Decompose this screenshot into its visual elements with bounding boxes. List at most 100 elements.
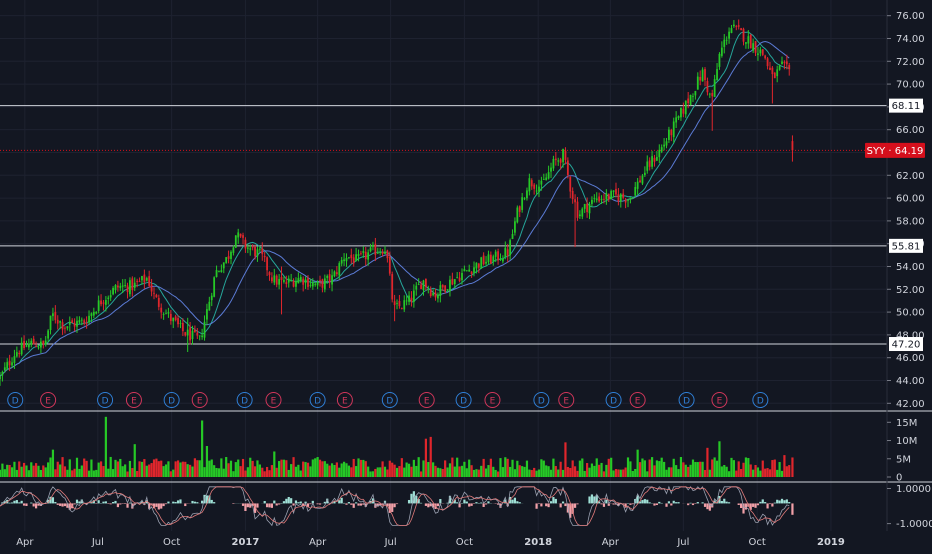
candle-body — [634, 187, 636, 196]
candle-body — [285, 282, 287, 284]
candle-body — [153, 293, 155, 294]
oscillator-histogram-bar — [163, 503, 165, 506]
oscillator-histogram-bar — [124, 503, 126, 504]
candle-body — [709, 94, 711, 95]
candle-body — [16, 352, 18, 356]
candle-body — [420, 284, 422, 289]
candle-body — [40, 342, 42, 348]
volume-bar — [685, 465, 687, 477]
volume-bar — [353, 459, 355, 477]
volume-bar — [374, 469, 376, 477]
volume-bar — [502, 467, 504, 477]
event-marker-label: D — [538, 397, 545, 407]
oscillator-histogram-bar — [278, 503, 280, 504]
candle-body — [596, 199, 598, 201]
oscillator-histogram-bar — [30, 503, 32, 504]
candle-body — [319, 280, 321, 281]
volume-bar — [432, 462, 434, 477]
oscillator-histogram-bar — [283, 501, 285, 503]
oscillator-histogram-bar — [11, 502, 13, 503]
oscillator-histogram-bar — [437, 503, 439, 506]
oscillator-histogram-bar — [673, 501, 675, 504]
volume-bar — [612, 470, 614, 477]
oscillator-histogram-bar — [126, 503, 128, 507]
candle-body — [38, 347, 40, 348]
volume-bar — [148, 464, 150, 477]
oscillator-histogram-bar — [297, 502, 299, 503]
volume-bar — [254, 466, 256, 477]
candle-body — [707, 81, 709, 92]
oscillator-histogram-bar — [338, 500, 340, 503]
oscillator-histogram-bar — [781, 499, 783, 504]
candle-body — [577, 202, 579, 218]
volume-bar — [266, 467, 268, 477]
candle-body — [784, 62, 786, 63]
candle-body — [630, 197, 632, 199]
candle-body — [661, 147, 663, 152]
volume-bar — [791, 457, 793, 477]
volume-bar — [153, 459, 155, 477]
volume-bar — [668, 467, 670, 477]
event-marker-label: D — [314, 397, 321, 407]
volume-bar — [57, 462, 59, 477]
oscillator-histogram-bar — [545, 503, 547, 506]
candle-body — [62, 322, 64, 329]
oscillator-histogram-bar — [16, 500, 18, 503]
event-marker-label: E — [131, 397, 137, 407]
oscillator-histogram-bar — [540, 503, 542, 506]
candle-body — [391, 274, 393, 299]
volume-bar — [653, 465, 655, 477]
oscillator-histogram-bar — [355, 502, 357, 503]
volume-bar — [365, 461, 367, 477]
candle-body — [560, 159, 562, 162]
volume-bar — [442, 469, 444, 477]
volume-bar — [175, 461, 177, 477]
volume-bar — [788, 465, 790, 477]
candle-body — [762, 49, 764, 55]
candle-body — [228, 256, 230, 259]
candle-body — [418, 284, 420, 285]
volume-bar — [605, 465, 607, 477]
candle-body — [447, 289, 449, 290]
candle-body — [230, 252, 232, 259]
oscillator-histogram-bar — [167, 502, 169, 504]
candle-body — [740, 28, 742, 30]
volume-bar — [206, 446, 208, 477]
volume-bar — [83, 459, 85, 477]
volume-bar — [350, 467, 352, 477]
oscillator-histogram-bar — [295, 500, 297, 503]
time-tick-label: Jul — [384, 537, 397, 548]
volume-bar — [362, 460, 364, 477]
candle-body — [199, 336, 201, 337]
price-tick-label: 74.00 — [896, 34, 925, 45]
candle-body — [555, 159, 557, 161]
oscillator-histogram-bar — [466, 502, 468, 504]
volume-bar — [625, 468, 627, 477]
oscillator-histogram-bar — [463, 500, 465, 504]
candle-body — [738, 25, 740, 27]
event-marker-label: D — [386, 397, 393, 407]
oscillator-histogram-bar — [247, 503, 249, 507]
candle-body — [687, 98, 689, 103]
volume-bar — [567, 467, 569, 477]
candle-body — [367, 252, 369, 259]
volume-bar — [302, 462, 304, 477]
candle-body — [266, 257, 268, 270]
candle-body — [512, 234, 514, 239]
oscillator-histogram-bar — [687, 503, 689, 505]
candle-body — [300, 277, 302, 280]
oscillator-histogram-bar — [779, 500, 781, 503]
candle-body — [281, 277, 283, 280]
volume-bar — [495, 470, 497, 477]
volume-bar — [545, 465, 547, 477]
volume-bar — [533, 468, 535, 477]
oscillator-histogram-bar — [776, 500, 778, 504]
oscillator-histogram-bar — [158, 503, 160, 509]
oscillator-histogram-bar — [605, 500, 607, 504]
oscillator-histogram-bar — [791, 503, 793, 514]
oscillator-histogram-bar — [196, 502, 198, 503]
oscillator-histogram-bar — [345, 503, 347, 504]
oscillator-histogram-bar — [276, 503, 278, 505]
